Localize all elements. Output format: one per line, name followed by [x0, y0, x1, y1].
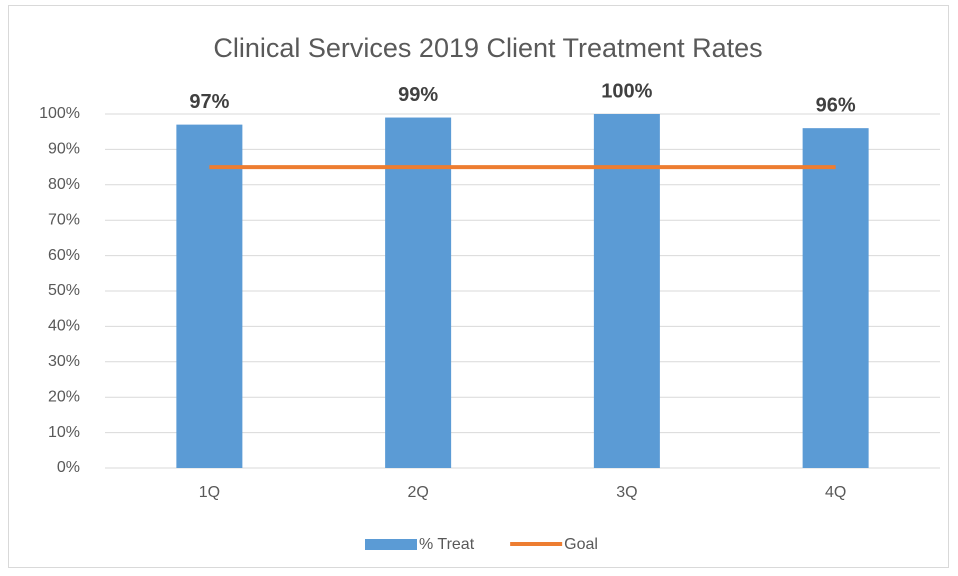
y-tick-label: 30%	[48, 353, 80, 370]
y-tick-label: 70%	[48, 211, 80, 228]
bar	[176, 124, 243, 469]
x-tick-label: 4Q	[825, 484, 846, 501]
y-tick-label: 100%	[39, 105, 80, 122]
y-tick-label: 10%	[48, 424, 80, 441]
data-label: 99%	[398, 84, 438, 106]
y-tick-label: 50%	[48, 282, 80, 299]
legend-label: Goal	[564, 536, 598, 553]
x-tick-label: 2Q	[407, 484, 428, 501]
x-tick-label: 3Q	[616, 484, 637, 501]
legend-label: % Treat	[419, 536, 475, 553]
bar	[593, 114, 660, 468]
chart-border	[8, 5, 949, 568]
y-tick-label: 0%	[57, 459, 80, 476]
y-tick-label: 20%	[48, 388, 80, 405]
chart-title: Clinical Services 2019 Client Treatment …	[213, 33, 762, 63]
data-label: 100%	[601, 80, 652, 102]
bar	[802, 128, 869, 468]
x-tick-label: 1Q	[199, 484, 220, 501]
y-tick-label: 90%	[48, 141, 80, 158]
y-tick-label: 80%	[48, 176, 80, 193]
data-label: 97%	[189, 91, 229, 113]
y-tick-label: 60%	[48, 247, 80, 264]
bar	[385, 117, 452, 468]
data-label: 96%	[816, 94, 856, 116]
legend-swatch	[365, 539, 417, 550]
y-tick-label: 40%	[48, 318, 80, 335]
